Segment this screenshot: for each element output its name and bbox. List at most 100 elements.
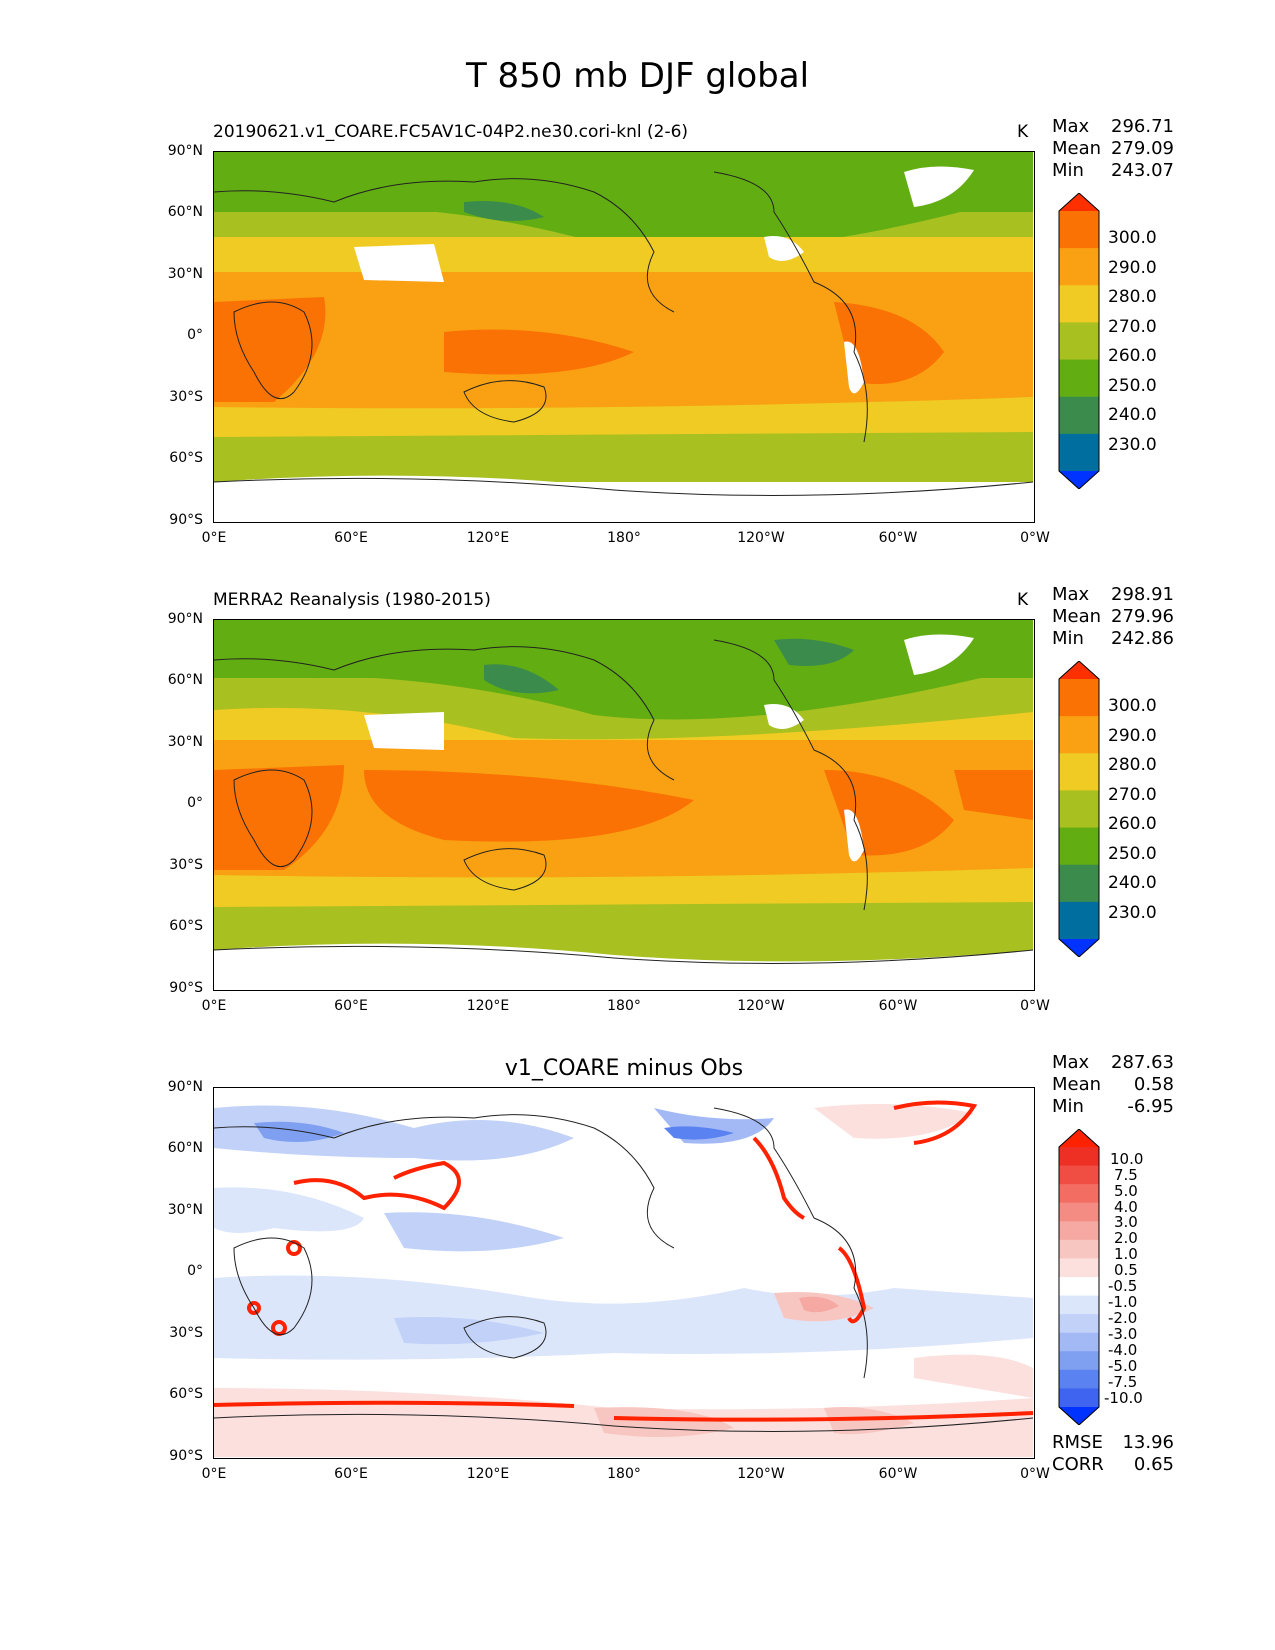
colorbar-label: 230.0: [1108, 435, 1157, 455]
metric-label: CORR: [1052, 1454, 1104, 1475]
stat-value: 242.86: [1111, 628, 1174, 649]
panel-3-metrics: RMSE 13.96 CORR 0.65: [1052, 1432, 1174, 1476]
colorbar-label: 270.0: [1108, 785, 1157, 805]
stat-label: Mean: [1052, 1074, 1102, 1095]
lon-label: 60°W: [878, 998, 918, 1014]
colorbar-label: 260.0: [1108, 814, 1157, 834]
panel-3-map: [213, 1087, 1035, 1459]
lon-label: 60°E: [334, 1466, 368, 1482]
colorbar-label: 290.0: [1108, 726, 1157, 746]
colorbar-segment: [1059, 1239, 1099, 1259]
panel-2-stats: Max 298.91 Mean 279.96 Min 242.86: [1052, 584, 1174, 650]
colorbar-segment: [1059, 211, 1099, 249]
colorbar-segment: [1059, 679, 1099, 717]
colorbar-segment: [1059, 1388, 1099, 1408]
colorbar-label: 0.5: [1114, 1261, 1138, 1279]
colorbar-segment: [1059, 753, 1099, 791]
colorbar-segment: [1059, 396, 1099, 435]
colorbar-label: -5.0: [1108, 1357, 1138, 1375]
stat-label: Min: [1052, 160, 1084, 181]
colorbar-label: 250.0: [1108, 844, 1157, 864]
colorbar-label: 3.0: [1114, 1213, 1138, 1231]
colorbar-segment: [1059, 1332, 1099, 1352]
panel-1-map: [213, 151, 1035, 523]
panel-1-field: [214, 152, 1033, 521]
lon-label: 120°E: [466, 1466, 510, 1482]
colorbar-segment: [1059, 1369, 1099, 1389]
panel-1-colorbar: [1058, 193, 1100, 489]
colorbar-label: 10.0: [1110, 1150, 1144, 1168]
colorbar-label: 290.0: [1108, 258, 1157, 278]
stat-label: Max: [1052, 584, 1090, 605]
colorbar-label: 280.0: [1108, 287, 1157, 307]
colorbar-outline: [1058, 1129, 1100, 1425]
lat-label: 90°S: [169, 980, 203, 996]
colorbar-segment: [1059, 1314, 1099, 1334]
colorbar-segment: [1059, 1295, 1099, 1315]
stat-value: 279.09: [1111, 138, 1174, 159]
colorbar-segment: [1059, 322, 1099, 361]
lon-label: 120°E: [466, 998, 510, 1014]
lat-label: 30°N: [167, 1202, 203, 1218]
stat-value: 296.71: [1111, 116, 1174, 137]
lat-label: 90°N: [167, 1079, 203, 1095]
lon-label: 60°W: [878, 1466, 918, 1482]
colorbar-label: -7.5: [1108, 1373, 1138, 1391]
stat-label: Min: [1052, 628, 1084, 649]
colorbar-segment: [1059, 359, 1099, 398]
colorbar-label: -2.0: [1108, 1309, 1138, 1327]
colorbar-segment: [1059, 1165, 1099, 1185]
lon-label: 0°W: [1020, 1466, 1050, 1482]
stat-label: Mean: [1052, 606, 1102, 627]
lon-label: 120°W: [737, 998, 785, 1014]
lat-label: 0°: [187, 795, 203, 811]
panel-2-map: [213, 619, 1035, 991]
colorbar-label: -3.0: [1108, 1325, 1138, 1343]
lon-label: 60°W: [878, 530, 918, 546]
lat-label: 30°S: [169, 389, 203, 405]
stat-value: 298.91: [1111, 584, 1174, 605]
lon-label: 0°W: [1020, 998, 1050, 1014]
panel-1-title: 20190621.v1_COARE.FC5AV1C-04P2.ne30.cori…: [213, 122, 689, 142]
panel-2-units: K: [1017, 590, 1029, 610]
colorbar-segment: [1059, 1221, 1099, 1241]
colorbar-segment: [1059, 1184, 1099, 1204]
panel-3-title: v1_COARE minus Obs: [504, 1056, 744, 1081]
lon-label: 60°E: [334, 530, 368, 546]
lon-label: 180°: [607, 530, 641, 546]
stat-label: Min: [1052, 1096, 1084, 1117]
panel-3-field: [214, 1088, 1033, 1457]
colorbar-label: 7.5: [1114, 1166, 1138, 1184]
colorbar-segment: [1059, 716, 1099, 754]
lat-label: 30°N: [167, 266, 203, 282]
colorbar-label: -4.0: [1108, 1341, 1138, 1359]
colorbar-segment: [1059, 1147, 1099, 1167]
colorbar-label: 2.0: [1114, 1229, 1138, 1247]
lat-label: 0°: [187, 327, 203, 343]
colorbar-segment: [1059, 1202, 1099, 1222]
lat-label: 60°S: [169, 450, 203, 466]
colorbar-label: 240.0: [1108, 405, 1157, 425]
colorbar-label: -0.5: [1108, 1277, 1138, 1295]
colorbar-extend-min: [1059, 939, 1099, 957]
colorbar-label: 270.0: [1108, 317, 1157, 337]
stat-label: Max: [1052, 1052, 1090, 1073]
colorbar-segment: [1059, 433, 1099, 472]
colorbar-label: 240.0: [1108, 873, 1157, 893]
colorbar-outline: [1058, 661, 1100, 957]
colorbar-label: 260.0: [1108, 346, 1157, 366]
stat-value: 279.96: [1111, 606, 1174, 627]
colorbar-segment: [1059, 1351, 1099, 1371]
colorbar-label: 300.0: [1108, 228, 1157, 248]
stat-value: 243.07: [1111, 160, 1174, 181]
lon-label: 0°E: [201, 530, 227, 546]
colorbar-segment: [1059, 827, 1099, 866]
colorbar-extend-max: [1059, 661, 1099, 679]
panel-2-title: MERRA2 Reanalysis (1980-2015): [213, 590, 491, 610]
colorbar-segment: [1059, 1258, 1099, 1278]
colorbar-label: 280.0: [1108, 755, 1157, 775]
stat-value: 0.58: [1133, 1074, 1174, 1095]
metric-value: 0.65: [1133, 1454, 1174, 1475]
figure-title: T 850 mb DJF global: [465, 56, 810, 96]
lat-label: 60°N: [167, 204, 203, 220]
